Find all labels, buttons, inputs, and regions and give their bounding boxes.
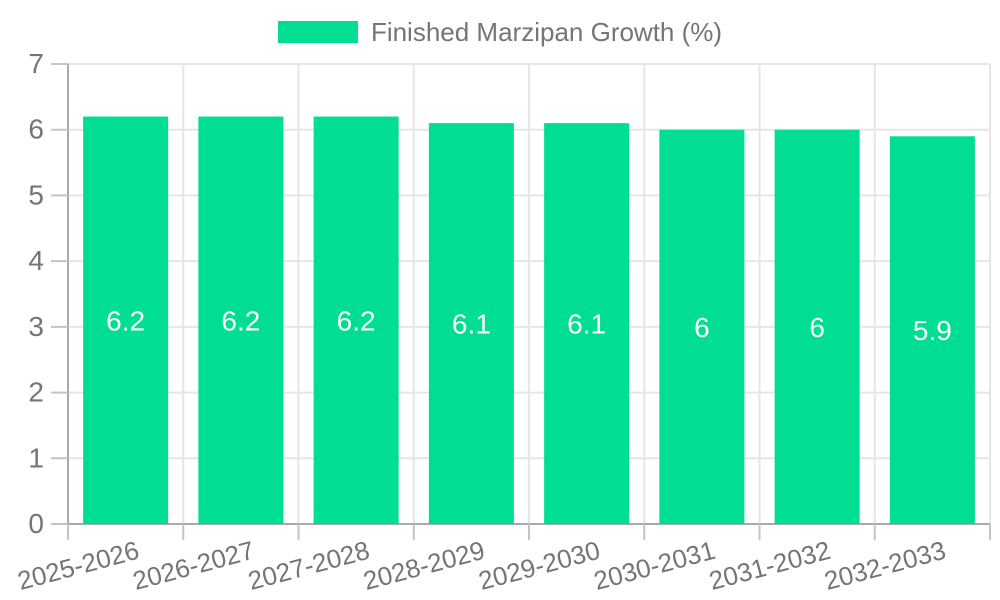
y-tick-label: 2 — [28, 377, 44, 408]
y-tick-label: 0 — [28, 508, 44, 539]
y-tick-label: 7 — [28, 48, 44, 79]
bar-value-label: 6.2 — [337, 305, 376, 336]
bar[interactable] — [659, 129, 745, 524]
legend-swatch — [277, 21, 358, 43]
bar-value-label: 6.1 — [452, 309, 491, 340]
bar-value-label: 6.2 — [106, 305, 145, 336]
bar[interactable] — [198, 116, 284, 525]
x-tick-label: 2026-2027 — [130, 535, 258, 596]
x-tick-label: 2031-2032 — [706, 535, 834, 596]
bar[interactable] — [544, 123, 630, 525]
legend[interactable]: Finished Marzipan Growth (%) — [0, 18, 1000, 46]
y-tick-label: 3 — [28, 311, 44, 342]
bar-value-label: 5.9 — [913, 315, 952, 346]
x-tick-label: 2025-2026 — [14, 535, 142, 596]
y-tick-label: 5 — [28, 179, 44, 210]
x-tick-label: 2028-2029 — [360, 535, 488, 596]
x-tick-label: 2032-2033 — [821, 535, 949, 596]
bar-value-label: 6.1 — [567, 309, 606, 340]
y-tick-label: 4 — [28, 245, 44, 276]
bar-value-label: 6 — [694, 312, 710, 343]
bar[interactable] — [774, 129, 860, 524]
bar[interactable] — [83, 116, 169, 525]
bar[interactable] — [313, 116, 399, 525]
x-tick-label: 2029-2030 — [475, 535, 603, 596]
x-tick-label: 2030-2031 — [591, 535, 719, 596]
bar-value-label: 6 — [809, 312, 825, 343]
x-tick-label: 2027-2028 — [245, 535, 373, 596]
y-tick-label: 1 — [28, 442, 44, 473]
bar[interactable] — [428, 123, 514, 525]
y-tick-label: 6 — [28, 114, 44, 145]
legend-label: Finished Marzipan Growth (%) — [370, 17, 723, 47]
bar-value-label: 6.2 — [221, 305, 260, 336]
bar[interactable] — [889, 136, 975, 525]
